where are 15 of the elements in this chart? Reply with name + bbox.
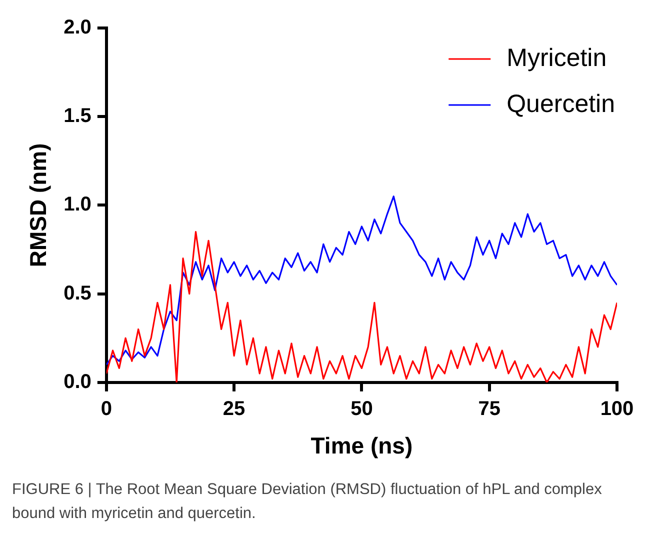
y-tick-label: 0.5 bbox=[64, 282, 92, 304]
y-tick-label: 0.0 bbox=[64, 370, 92, 393]
x-tick-label: 100 bbox=[600, 398, 634, 420]
x-tick-label: 0 bbox=[100, 398, 112, 420]
caption: FIGURE 6 | The Root Mean Square Deviation (RMSD) fluctuation of hPL and complex bound with myricetin and quercetin. bbox=[12, 480, 603, 524]
y-axis-title: RMSD (nm) bbox=[25, 143, 52, 268]
x-tick-label: 75 bbox=[478, 398, 500, 420]
y-tick-label: 1.0 bbox=[64, 194, 92, 216]
legend-label: Quercetin bbox=[506, 90, 616, 118]
x-tick-label: 50 bbox=[350, 398, 373, 420]
y-tick-label: 2.0 bbox=[64, 16, 92, 39]
x-tick-label: 25 bbox=[222, 398, 246, 420]
y-tick-label: 1.5 bbox=[64, 105, 92, 128]
x-axis-title: Time (ns) bbox=[310, 432, 413, 459]
legend-label: Myricetin bbox=[506, 44, 607, 72]
